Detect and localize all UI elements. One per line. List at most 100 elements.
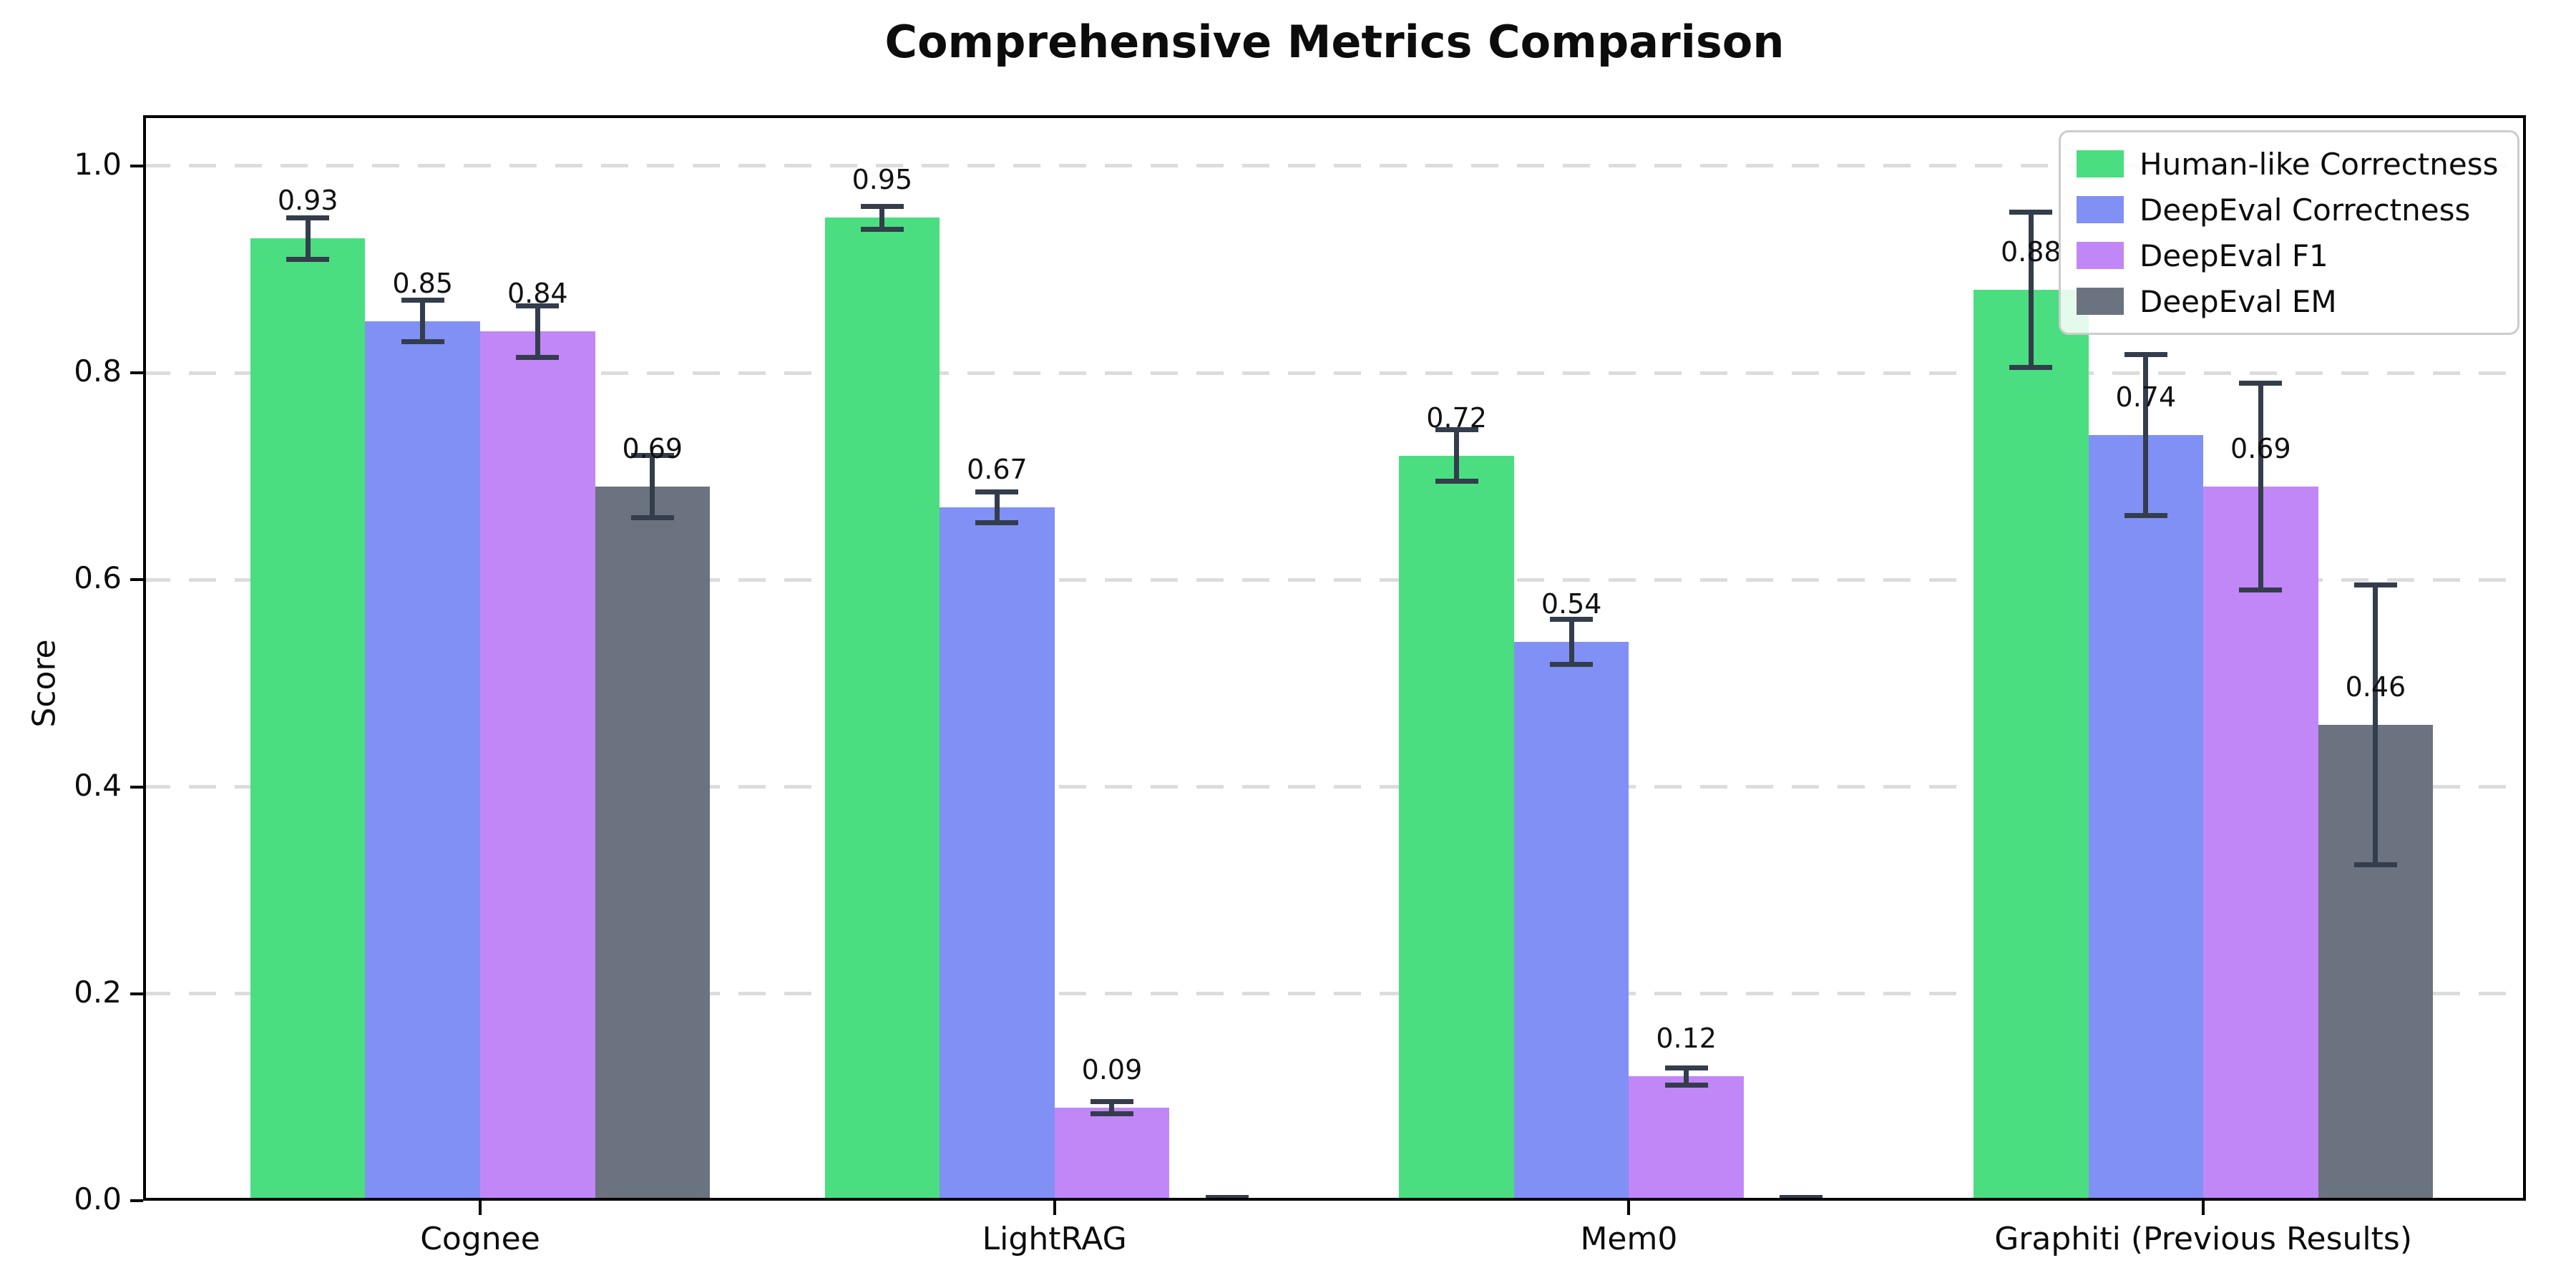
error-bar-cap-top <box>975 489 1019 494</box>
error-bar <box>1109 1101 1115 1114</box>
error-bar-cap-top <box>1550 616 1594 622</box>
y-tick-label: 1.0 <box>74 146 122 182</box>
x-tick-label: LightRAG <box>982 1221 1127 1257</box>
gridline <box>143 992 2526 996</box>
error-bar-cap-bottom <box>2353 862 2397 867</box>
error-bar-cap-bottom <box>860 226 904 232</box>
error-bar-cap-top <box>860 203 904 209</box>
error-bar <box>305 218 311 259</box>
error-bar-cap-top <box>2124 351 2167 357</box>
legend-label: DeepEval EM <box>2140 283 2337 319</box>
error-bar <box>1684 1068 1689 1085</box>
bar-deepeval-f1-3 <box>1629 1076 1744 1201</box>
error-bar <box>879 206 885 230</box>
error-bar <box>535 306 540 358</box>
bar-deepeval-f1-1 <box>480 331 595 1201</box>
bar-deepeval-correctness-1 <box>365 321 480 1201</box>
bar-value-label: 0.88 <box>2000 236 2062 268</box>
legend-item: DeepEval Correctness <box>2077 190 2499 230</box>
legend-label: DeepEval Correctness <box>2140 192 2471 228</box>
error-bar <box>1454 429 1460 482</box>
bar-value-label: 0.09 <box>1081 1053 1143 1085</box>
legend-label: Human-like Correctness <box>2140 146 2499 182</box>
gridline <box>143 785 2526 789</box>
legend-swatch <box>2077 196 2124 223</box>
error-bar-cap-bottom <box>516 354 560 360</box>
bar-value-label: 0.84 <box>507 278 568 310</box>
x-tick-label: Graphiti (Previous Results) <box>1994 1221 2412 1257</box>
error-bar-cap-bottom <box>1090 1111 1133 1117</box>
y-tick-label: 0.0 <box>74 1181 122 1216</box>
bar-value-label: 0.95 <box>852 164 913 196</box>
bar-value-label: 0.85 <box>392 267 454 299</box>
bar-value-label: 0.93 <box>277 185 338 217</box>
error-bar-cap-bottom <box>1435 479 1478 484</box>
bar-deepeval-correctness-4 <box>2088 434 2204 1201</box>
gridline <box>143 577 2526 582</box>
y-tick-mark <box>130 578 143 582</box>
legend-label: DeepEval F1 <box>2140 238 2328 273</box>
error-bar <box>2258 383 2263 590</box>
bar-value-label: 0.69 <box>622 433 683 465</box>
legend-item: DeepEval EM <box>2077 281 2499 321</box>
error-bar-cap-top <box>1664 1065 1708 1071</box>
x-tick-mark <box>2202 1201 2205 1215</box>
bar-value-label: 0.12 <box>1656 1023 1717 1055</box>
legend-swatch <box>2077 242 2124 269</box>
x-tick-mark <box>1627 1201 1631 1215</box>
error-bar-cap-bottom <box>2124 513 2167 519</box>
y-axis-title: Score <box>26 639 63 728</box>
y-tick-mark <box>130 371 143 375</box>
error-bar-cap-top <box>1090 1098 1133 1104</box>
error-bar-cap-top <box>630 453 674 459</box>
legend-item: Human-like Correctness <box>2077 144 2499 184</box>
error-bar-cap-top <box>286 215 330 220</box>
error-bar <box>420 300 426 342</box>
error-bar-cap-bottom <box>2009 365 2053 371</box>
y-tick-label: 0.6 <box>74 560 122 596</box>
bar-deepeval-em-1 <box>595 487 711 1201</box>
y-tick-mark <box>130 164 143 167</box>
bar-human-like-correctness-4 <box>1974 290 2089 1201</box>
error-bar-cap-top <box>2009 210 2053 215</box>
bar-human-like-correctness-1 <box>250 238 366 1201</box>
error-bar-cap-bottom <box>975 520 1019 526</box>
y-tick-mark <box>130 1199 143 1202</box>
bar-value-label: 0.54 <box>1541 588 1602 620</box>
y-tick-label: 0.2 <box>74 974 122 1010</box>
bar-value-label: 0.46 <box>2345 670 2406 703</box>
error-bar-cap-top <box>1435 427 1478 433</box>
gridline <box>143 164 2526 168</box>
error-bar-cap-top <box>2353 582 2397 588</box>
chart-title: Comprehensive Metrics Comparison <box>884 16 1785 68</box>
error-bar-cap-bottom <box>2239 587 2283 593</box>
error-bar-cap-bottom <box>1664 1082 1708 1088</box>
error-bar <box>1568 619 1574 665</box>
bar-value-label: 0.69 <box>2230 433 2291 465</box>
legend-swatch <box>2077 150 2124 177</box>
x-tick-mark <box>1053 1201 1056 1215</box>
bar-human-like-correctness-2 <box>824 218 940 1201</box>
bar-value-label: 0.67 <box>967 454 1028 486</box>
error-bar <box>994 492 1000 523</box>
x-tick-label: Cognee <box>420 1221 540 1257</box>
error-bar-cap-bottom <box>286 256 330 262</box>
gridline <box>143 371 2526 375</box>
bar-deepeval-correctness-3 <box>1513 642 1629 1201</box>
bar-value-label: 0.72 <box>1426 401 1487 434</box>
error-bar <box>2143 354 2149 516</box>
error-bar-cap-top <box>401 298 444 303</box>
bar-deepeval-correctness-2 <box>940 507 1055 1201</box>
y-tick-label: 0.8 <box>74 353 122 389</box>
bar-human-like-correctness-3 <box>1399 455 1514 1201</box>
x-tick-mark <box>479 1201 482 1215</box>
error-bar-cap-top <box>1780 1195 1823 1201</box>
x-tick-label: Mem0 <box>1580 1221 1678 1257</box>
bar-deepeval-f1-2 <box>1054 1107 1170 1201</box>
y-tick-label: 0.4 <box>74 767 122 803</box>
error-bar <box>2373 585 2379 864</box>
bar-value-label: 0.74 <box>2115 381 2177 413</box>
error-bar-cap-top <box>516 303 560 308</box>
y-tick-mark <box>130 992 143 995</box>
